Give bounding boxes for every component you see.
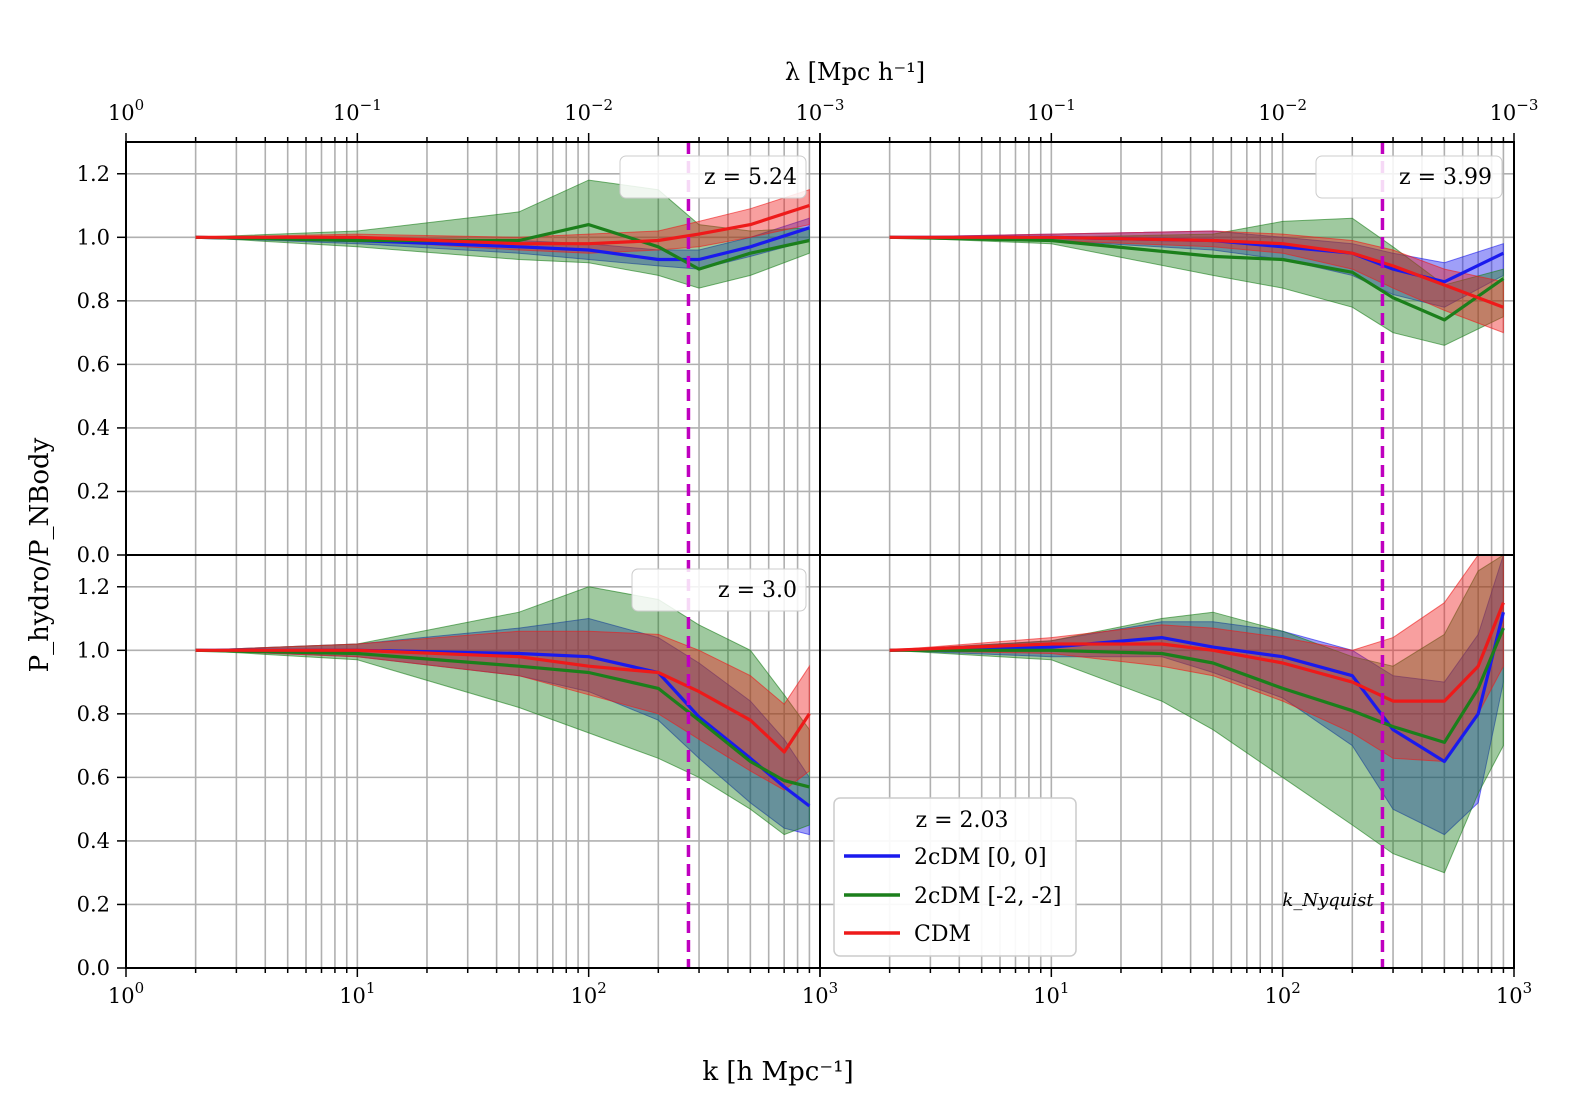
y-tick-label: 1.0	[77, 225, 110, 249]
line-2cdm-0-0-bottom-right	[889, 611, 1505, 764]
x-axis-label: k [h Mpc⁻¹]	[702, 1057, 853, 1087]
y-tick-label: 0.0	[77, 543, 110, 567]
y-tick-label: 1.2	[77, 162, 110, 186]
top-tick-label: 10−1	[1027, 96, 1076, 125]
x-tick-label: 101	[339, 979, 375, 1008]
panel-frame	[819, 141, 1515, 556]
y-tick-label: 0.6	[77, 352, 110, 376]
legend-entry-2cdm-00: 2cDM [0, 0]	[914, 845, 1047, 870]
panel-label-box-bottom-left: z = 3.0	[631, 568, 807, 612]
y-tick-label: 0.2	[77, 479, 110, 503]
x-tick-label: 103	[1496, 979, 1532, 1008]
y-tick-label: 1.2	[77, 575, 110, 599]
line-2cdm-2-2-top-left	[195, 223, 810, 271]
line-cdm-bottom-left	[195, 648, 811, 754]
confidence-bands	[195, 179, 1504, 874]
panel-label-box-top-left: z = 5.24	[619, 155, 807, 199]
x-tick-label: 102	[1265, 979, 1301, 1008]
x-tick-label: 101	[1033, 979, 1069, 1008]
y-tick-label: 0.8	[77, 702, 110, 726]
y-tick-label: 0.0	[77, 956, 110, 980]
legend: z = 2.03 2cDM [0, 0] 2cDM [-2, -2] CDM	[833, 797, 1077, 957]
y-tick-label: 0.8	[77, 289, 110, 313]
y-tick-label: 1.0	[77, 638, 110, 662]
tick-labels: 100 101 102 103 100 10−1 10−2 10−3 101 102 103 10−1…	[77, 96, 1539, 1008]
top-axis-label: λ [Mpc h⁻¹]	[785, 58, 925, 86]
x-tick-label: 103	[802, 979, 838, 1008]
panel-frame	[819, 554, 1515, 969]
line-cdm-bottom-right	[889, 602, 1505, 703]
k-nyquist-markers	[686, 142, 1385, 968]
x-tick-label: 102	[571, 979, 607, 1008]
top-tick-label: 100	[108, 96, 144, 125]
y-tick-label: 0.2	[77, 892, 110, 916]
line-2cdm-2-2-bottom-left	[195, 648, 810, 789]
y-axis-label: P_hydro/P_NBody	[25, 437, 55, 672]
series-lines	[195, 203, 1505, 808]
line-2cdm-2-2-top-right	[889, 235, 1505, 322]
y-tick-label: 0.4	[77, 416, 110, 440]
legend-entry-2cdm-22: 2cDM [-2, -2]	[914, 884, 1062, 909]
line-cdm-top-left	[195, 203, 810, 246]
k-nyquist-label: k_Nyquist	[1282, 890, 1374, 911]
panel-frame	[125, 141, 821, 556]
panel-label-z399: z = 3.99	[1399, 165, 1492, 190]
y-tick-label: 0.6	[77, 765, 110, 789]
panel-label-z30: z = 3.0	[718, 578, 797, 603]
line-2cdm-2-2-bottom-right	[889, 627, 1505, 745]
y-tick-label: 0.4	[77, 829, 110, 853]
top-tick-label: 10−1	[333, 96, 382, 125]
top-tick-label: 10−3	[796, 96, 845, 125]
top-tick-label: 10−3	[1490, 96, 1539, 125]
panel-label-box-top-right: z = 3.99	[1315, 155, 1503, 199]
legend-title: z = 2.03	[916, 808, 1009, 833]
top-tick-label: 10−2	[1258, 96, 1307, 125]
line-cdm-top-right	[889, 235, 1504, 309]
legend-entry-cdm: CDM	[914, 922, 971, 947]
panel-label-z524: z = 5.24	[704, 165, 797, 190]
band-2cdm-0-0-top-right	[889, 230, 1504, 308]
top-tick-label: 10−2	[564, 96, 613, 125]
x-tick-label: 100	[108, 979, 144, 1008]
axis-frames	[117, 133, 1515, 977]
